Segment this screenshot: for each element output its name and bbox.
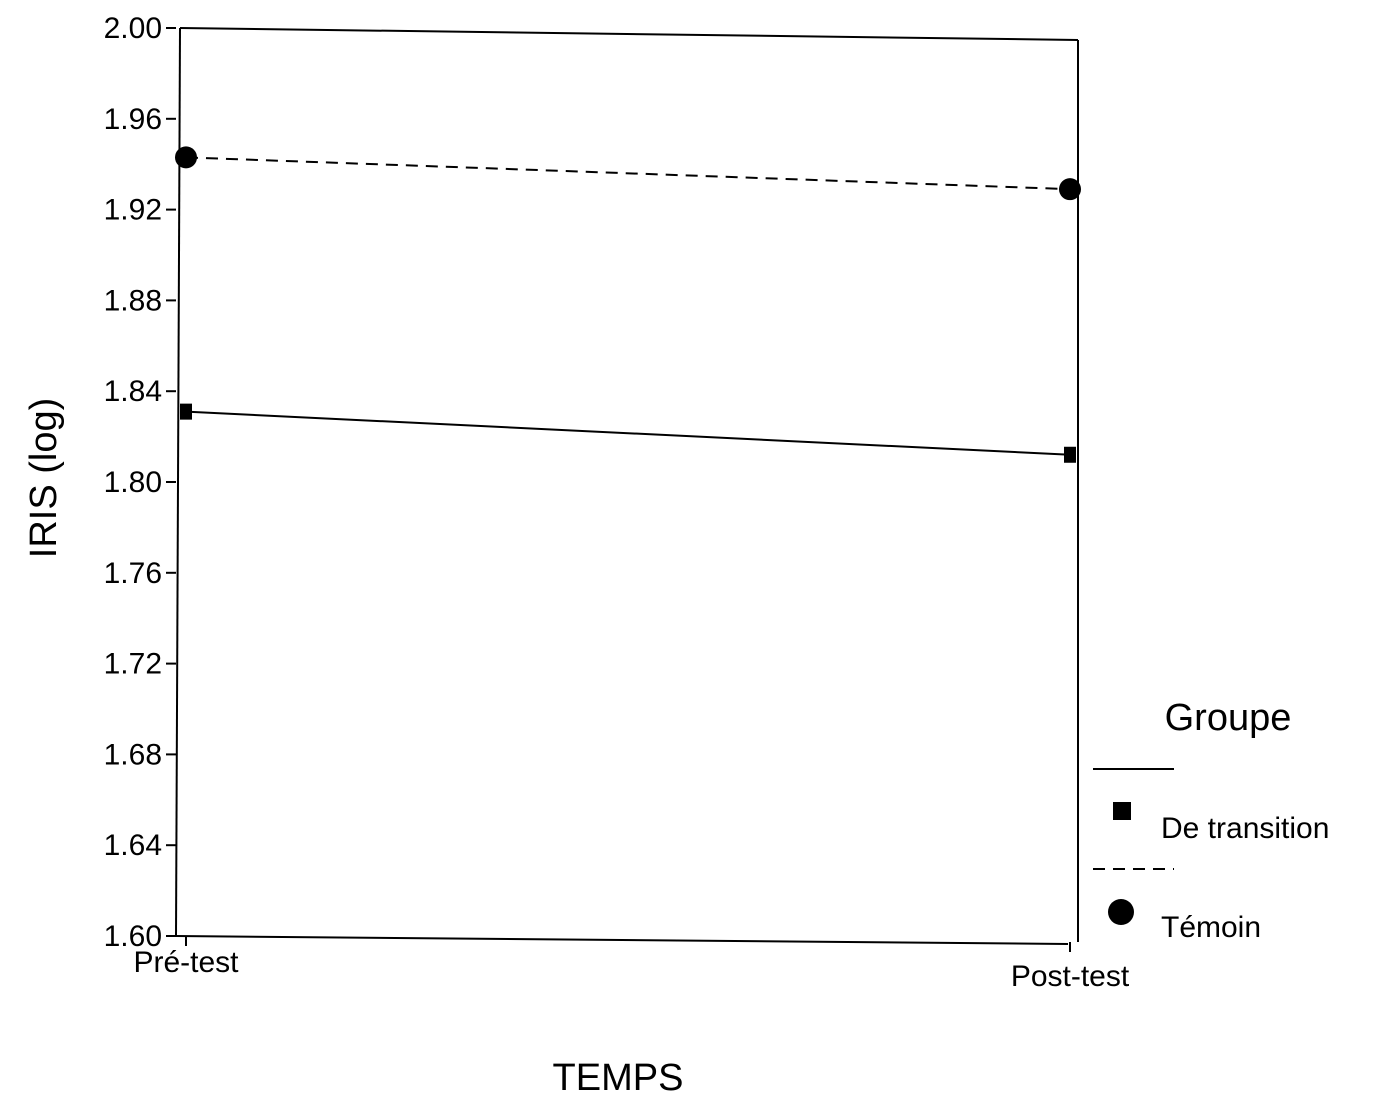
series-line xyxy=(185,156,1071,191)
y-tick-label: 1.88 xyxy=(104,284,162,317)
data-point-square xyxy=(1064,446,1076,463)
y-tick-label: 1.72 xyxy=(104,648,162,681)
legend-entry-label: De transition xyxy=(1161,812,1329,845)
legend-entry-label: Témoin xyxy=(1161,911,1261,944)
x-category-label: Post-test xyxy=(1011,960,1130,993)
y-tick-label: 1.60 xyxy=(104,920,162,953)
y-tick-label: 1.80 xyxy=(104,466,162,499)
y-tick-label: 1.76 xyxy=(104,557,162,590)
data-point-square xyxy=(180,403,192,420)
x-category-label: Pré-test xyxy=(133,946,239,979)
legend: Groupe De transition Témoin xyxy=(1093,697,1329,944)
y-tick-label: 1.96 xyxy=(104,103,162,136)
y-axis-line xyxy=(175,27,181,937)
legend-circle-marker xyxy=(1108,899,1134,925)
x-axis-title: TEMPS xyxy=(553,1057,684,1097)
y-tick-label: 1.84 xyxy=(104,375,162,408)
y-axis-ticks: 1.60 1.64 1.68 1.72 1.76 1.80 1.84 1.88 1.92 1.96… xyxy=(104,12,176,953)
series-group xyxy=(175,146,1081,463)
y-tick-label: 1.64 xyxy=(104,829,162,862)
series-line xyxy=(185,410,1071,456)
plot-top-border xyxy=(179,27,1079,41)
legend-title: Groupe xyxy=(1165,697,1292,739)
y-axis-title: IRIS (log) xyxy=(23,398,65,558)
plot-frame xyxy=(175,27,1079,945)
x-axis-line xyxy=(175,935,1069,945)
legend-square-marker xyxy=(1113,802,1131,820)
data-point-circle xyxy=(175,146,197,169)
data-point-circle xyxy=(1059,178,1081,201)
x-axis-categories: Pré-test Post-test xyxy=(133,936,1130,993)
y-tick-label: 1.92 xyxy=(104,194,162,227)
y-tick-label: 1.68 xyxy=(104,738,162,771)
y-tick-label: 2.00 xyxy=(104,12,162,45)
